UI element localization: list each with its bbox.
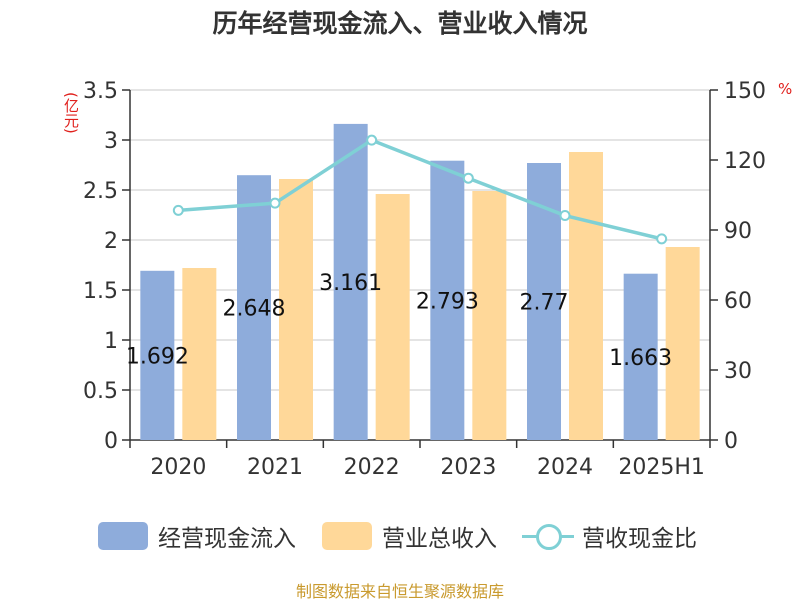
left-tick-label: 0: [104, 429, 118, 454]
bar-cash-inflow: [333, 123, 368, 441]
left-tick-label: 3.5: [83, 79, 118, 104]
x-tick-label: 2022: [344, 455, 400, 480]
legend-item-ratio[interactable]: 营收现金比: [522, 516, 697, 556]
legend-swatch-cash-inflow: [98, 522, 148, 550]
right-tick-label: 60: [724, 289, 752, 314]
legend-item-cash-inflow[interactable]: 经营现金流入: [98, 516, 296, 556]
bar-revenue: [182, 268, 217, 440]
bar-cash-inflow: [140, 270, 175, 440]
x-tick-label: 2020: [150, 455, 206, 480]
legend-swatch-revenue: [322, 522, 372, 550]
bar-cash-inflow: [623, 273, 658, 440]
x-tick-label: 2024: [537, 455, 593, 480]
line-point: [172, 204, 184, 216]
bar-cash-inflow: [237, 175, 271, 440]
chart-title: 历年经营现金流入、营业收入情况: [212, 9, 588, 38]
line-ratio: [178, 138, 663, 241]
data-label: 3.161: [319, 271, 382, 296]
left-tick-label: 0.5: [83, 379, 118, 404]
left-axis-unit: (亿元): [62, 92, 80, 134]
legend-label-revenue: 营业总收入: [382, 526, 497, 552]
legend-line-marker-icon: [522, 522, 574, 550]
x-tick-label: 2021: [247, 455, 303, 480]
left-tick-label: 2.5: [83, 179, 118, 204]
bar-revenue: [665, 247, 700, 440]
legend-item-revenue[interactable]: 营业总收入: [322, 516, 497, 556]
legend: 经营现金流入 营业总收入 营收现金比: [0, 516, 800, 556]
right-tick-label: 0: [724, 429, 738, 454]
line-point: [559, 210, 571, 222]
left-tick-label: 1.5: [83, 279, 118, 304]
x-tick-label: 2025H1: [618, 455, 705, 480]
bar-revenue: [569, 152, 603, 440]
right-tick-label: 150: [724, 79, 766, 104]
left-tick-label: 1: [104, 329, 118, 354]
x-tick-label: 2023: [440, 455, 496, 480]
bar-cash-inflow: [430, 160, 465, 440]
legend-label-ratio: 营收现金比: [582, 526, 697, 552]
data-label: 2.793: [416, 289, 479, 314]
line-point: [366, 134, 378, 146]
data-label: 1.663: [609, 346, 672, 371]
left-tick-label: 3: [104, 129, 118, 154]
line-point: [462, 172, 474, 184]
data-label: 1.692: [126, 344, 189, 369]
left-tick-label: 2: [104, 229, 118, 254]
line-point: [269, 197, 281, 209]
legend-label-cash-inflow: 经营现金流入: [158, 526, 296, 552]
right-tick-label: 30: [724, 359, 752, 384]
right-axis-unit: %: [778, 80, 793, 98]
bar-revenue: [375, 194, 410, 440]
bar-revenue: [279, 179, 313, 440]
line-point: [656, 233, 668, 245]
bar-revenue: [472, 191, 507, 440]
source-footer: 制图数据来自恒生聚源数据库: [295, 582, 504, 601]
data-label: 2.77: [520, 291, 569, 316]
data-label: 2.648: [223, 297, 286, 322]
right-tick-label: 120: [724, 149, 766, 174]
right-tick-label: 90: [724, 219, 752, 244]
